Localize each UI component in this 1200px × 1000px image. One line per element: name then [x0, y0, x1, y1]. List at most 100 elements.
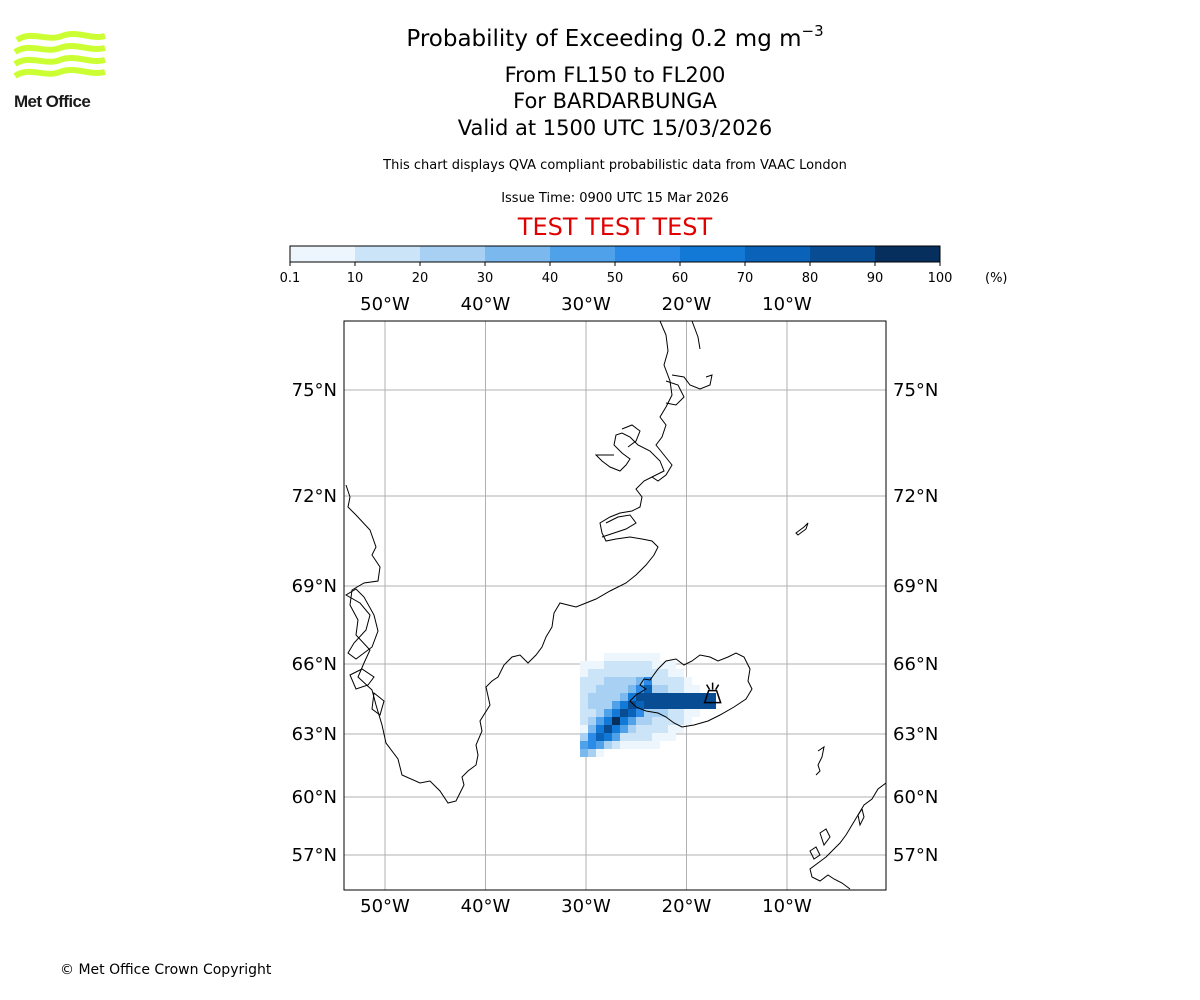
ash-probability-cell: [668, 725, 676, 733]
ash-probability-cell: [684, 677, 692, 685]
lon-label-top: 20°W: [662, 294, 712, 315]
ash-probability-cell: [668, 669, 676, 677]
ash-probability-cell: [580, 725, 588, 733]
ash-probability-cell: [692, 701, 700, 709]
ash-probability-cell: [652, 661, 660, 669]
ash-probability-cell: [676, 717, 684, 725]
lat-label-left: 69°N: [292, 576, 337, 597]
lat-label-right: 66°N: [893, 654, 938, 675]
ash-probability-cell: [708, 701, 716, 709]
ash-probability-cell: [652, 685, 660, 693]
ash-probability-cell: [644, 701, 652, 709]
greenland-west-coast: [345, 432, 665, 804]
ash-probability-cell: [644, 669, 652, 677]
ash-probability-cell: [628, 685, 636, 693]
ash-probability-cell: [596, 725, 604, 733]
ash-probability-cell: [612, 685, 620, 693]
ash-probability-cell: [692, 709, 700, 717]
ash-probability-cell: [684, 685, 692, 693]
ash-probability-cell: [644, 717, 652, 725]
ash-probability-cell: [588, 733, 596, 741]
jan-mayen-coast: [795, 522, 809, 536]
ash-probability-cell: [660, 717, 668, 725]
ash-probability-cell: [604, 669, 612, 677]
lon-label-top: 30°W: [561, 294, 611, 315]
ash-probability-cell: [652, 701, 660, 709]
ash-probability-cell: [644, 661, 652, 669]
lat-label-left: 60°N: [292, 787, 337, 808]
colorbar-swatch: [810, 246, 876, 262]
ash-probability-cell: [628, 669, 636, 677]
test-banner: TEST TEST TEST: [517, 213, 713, 241]
ash-probability-cell: [628, 717, 636, 725]
greenland-fjord-1: [601, 514, 637, 538]
lon-label-bottom: 40°W: [461, 896, 511, 917]
volcano-icon: [703, 682, 722, 704]
ash-probability-cell: [596, 669, 604, 677]
ash-probability-cell: [596, 733, 604, 741]
ash-probability-cell: [588, 717, 596, 725]
greenland-east-coast: [651, 321, 673, 482]
copyright: © Met Office Crown Copyright: [60, 962, 272, 978]
ash-probability-cell: [588, 669, 596, 677]
ash-probability-cell: [628, 741, 636, 749]
ash-probability-cell: [652, 717, 660, 725]
colorbar-swatch: [875, 246, 941, 262]
ash-probability-cell: [636, 693, 644, 701]
lat-label-left: 75°N: [292, 380, 337, 401]
lat-label-right: 69°N: [893, 576, 938, 597]
ash-probability-cell: [604, 741, 612, 749]
ash-probability-cell: [676, 693, 684, 701]
ash-probability-cell: [644, 685, 652, 693]
ash-probability-cell: [628, 701, 636, 709]
ash-probability-cell: [612, 669, 620, 677]
ash-probability-cell: [676, 685, 684, 693]
shetland-coast: [857, 807, 865, 827]
ash-probability-cell: [652, 741, 660, 749]
subtitle: This chart displays QVA compliant probab…: [383, 158, 847, 173]
ash-probability-cell: [588, 741, 596, 749]
ash-probability-cell: [636, 701, 644, 709]
ash-probability-cell: [620, 677, 628, 685]
ash-probability-cell: [620, 701, 628, 709]
ash-probability-cell: [604, 733, 612, 741]
ash-probability-cell: [596, 749, 604, 757]
ash-probability-cell: [652, 669, 660, 677]
ash-probability-cell: [604, 701, 612, 709]
ash-probability-cell: [644, 741, 652, 749]
colorbar-swatch: [485, 246, 551, 262]
ash-probability-cell: [588, 661, 596, 669]
ash-probability-cell: [580, 677, 588, 685]
greenland-fjord-3: [665, 380, 685, 406]
ash-probability-cell: [604, 677, 612, 685]
ash-probability-cell: [620, 669, 628, 677]
ash-probability-cell: [652, 725, 660, 733]
ash-probability-cell: [676, 725, 684, 733]
ash-probability-cell: [596, 661, 604, 669]
ash-probability-cell: [580, 685, 588, 693]
ash-probability-cell: [604, 661, 612, 669]
colorbar-swatch: [550, 246, 616, 262]
ash-probability-cell: [612, 661, 620, 669]
colorbar-tick-label: 40: [542, 271, 559, 286]
issue-time: Issue Time: 0900 UTC 15 Mar 2026: [501, 191, 729, 206]
ash-probability-cell: [644, 677, 652, 685]
ash-probability-cell: [612, 717, 620, 725]
ash-probability-cell: [596, 717, 604, 725]
ash-probability-cell: [668, 685, 676, 693]
lat-label-right: 60°N: [893, 787, 938, 808]
lon-label-top: 10°W: [762, 294, 812, 315]
colorbar-tick-label: 20: [412, 271, 429, 286]
ash-probability-cell: [700, 693, 708, 701]
ash-probability-cell: [596, 693, 604, 701]
ash-probability-cell: [628, 677, 636, 685]
ash-probability-cell: [636, 725, 644, 733]
ash-probability-cell: [596, 701, 604, 709]
colorbar-swatch: [615, 246, 681, 262]
title-exponent: −3: [801, 22, 824, 40]
ash-probability-cell: [660, 725, 668, 733]
ash-probability-cell: [620, 733, 628, 741]
colorbar-tick-label: 0.1: [280, 271, 301, 286]
ash-probability-cell: [604, 709, 612, 717]
